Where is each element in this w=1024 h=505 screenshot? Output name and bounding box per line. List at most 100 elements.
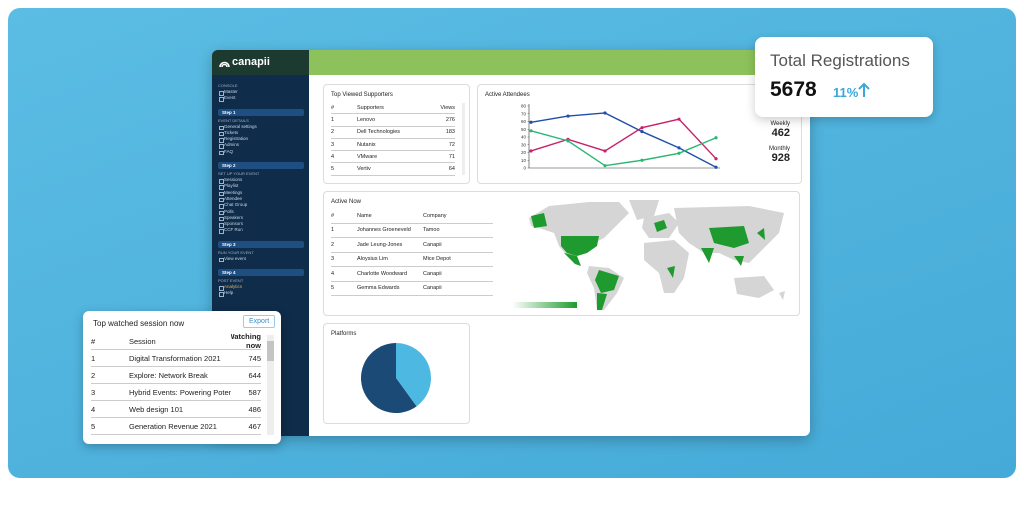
card-title: Active Attendees — [485, 92, 530, 98]
table-cell: 1 — [331, 114, 357, 127]
table-cell: 644 — [231, 367, 261, 384]
table-cell: 183 — [425, 127, 455, 139]
y-tick-label: 20 — [521, 150, 527, 155]
scrollbar — [267, 335, 274, 435]
table-cell: Generation Revenue 2021 — [129, 418, 231, 435]
logo: canapii — [212, 50, 309, 75]
menu-link[interactable]: Polls — [218, 209, 304, 216]
menu-link[interactable]: Help — [218, 290, 304, 298]
table-cell: 3 — [331, 253, 357, 267]
point — [640, 158, 644, 162]
point — [603, 111, 607, 115]
point — [640, 126, 644, 130]
table-cell: Dell Technologies — [357, 127, 425, 139]
point — [529, 120, 533, 124]
menu-link[interactable]: General settings — [218, 124, 304, 131]
export-button[interactable]: Export — [243, 315, 276, 328]
card-title: Top Viewed Supporters — [331, 92, 393, 98]
column-header: Name — [357, 209, 423, 224]
point — [566, 139, 570, 143]
menu-heading: CONSOLE — [218, 83, 238, 88]
map-legend — [512, 302, 577, 308]
menu-link[interactable]: Chat Group — [218, 202, 304, 210]
table-cell: 745 — [231, 350, 261, 367]
menu-heading: POST EVENT — [218, 278, 244, 284]
y-tick-label: 30 — [521, 142, 527, 147]
column-header: # — [331, 102, 357, 115]
step-label: Step 2 — [218, 162, 304, 170]
logo-icon — [219, 61, 230, 67]
column-header: Supporters — [357, 102, 425, 115]
point — [677, 146, 681, 150]
top-bar — [309, 50, 810, 75]
menu-link[interactable]: FAQ — [218, 149, 304, 156]
sessions-popup: Top watched session now Export #SessionW… — [83, 311, 281, 444]
menu-link[interactable]: Speakers — [218, 215, 304, 222]
y-tick-label: 80 — [521, 104, 527, 109]
menu-link[interactable]: Playlist — [218, 183, 304, 191]
card-title: Active Now — [331, 199, 362, 205]
kpi-change: 11% — [833, 85, 859, 100]
menu-link[interactable]: Admins — [218, 142, 304, 150]
menu-link[interactable]: Master — [218, 89, 304, 96]
column-header: Session — [129, 333, 231, 350]
y-tick-label: 0 — [523, 166, 526, 171]
table-cell: Canapii — [423, 267, 493, 282]
point — [640, 129, 644, 134]
table-cell: Vertiv — [357, 163, 425, 176]
menu-link[interactable]: Sessions — [218, 177, 304, 184]
menu-link[interactable]: Registration — [218, 136, 304, 144]
stat-value: 462 — [771, 127, 790, 139]
menu-link[interactable]: Tickets — [218, 130, 304, 137]
y-tick-label: 40 — [521, 135, 527, 140]
table-cell: 4 — [91, 401, 129, 418]
table-cell: VMware — [357, 151, 425, 164]
table-cell: Explore: Network Break — [129, 367, 231, 384]
step-label: Step 1 — [218, 108, 304, 116]
menu-link[interactable]: CCF Run — [218, 227, 304, 235]
table-cell: 486 — [231, 401, 261, 418]
menu-link[interactable]: Sponsors — [218, 221, 304, 228]
point — [603, 164, 607, 168]
table-cell: Mice Depot — [423, 253, 493, 267]
table-cell: Canapii — [423, 238, 493, 253]
table-cell: 72 — [425, 139, 455, 152]
point — [677, 151, 681, 155]
table-cell: 64 — [425, 163, 455, 176]
column-header: Watching now — [231, 333, 261, 350]
attendees-card: Active Attendees 0 10 20 30 40 50 60 70 80 Weekl… — [477, 84, 802, 184]
table-cell: Canapii — [423, 282, 493, 296]
table-cell: 71 — [425, 151, 455, 164]
menu-heading: SET UP YOUR EVENT — [218, 171, 260, 177]
menu-link[interactable]: Analytics — [218, 284, 304, 291]
menu-heading: EVENT DETAILS — [218, 117, 249, 123]
line — [530, 118, 717, 160]
kpi-title: Total Registrations — [770, 51, 910, 70]
pie-slice — [361, 343, 417, 413]
step-label: Step 3 — [218, 240, 304, 248]
y-tick-label: 70 — [521, 111, 527, 116]
active-now-card: Active Now — [323, 191, 800, 316]
menu-link[interactable]: Event — [218, 95, 304, 103]
table: # Name Company 1 Johannes Groeneveld Tamoo 2 Ja… — [331, 209, 493, 296]
up-arrow — [858, 82, 870, 97]
menu-link[interactable]: Meetings — [218, 190, 304, 197]
platforms-card: Platforms — [323, 323, 470, 424]
table-cell: Aloysius Lim — [357, 253, 423, 267]
menu-link[interactable]: Attendee — [218, 196, 304, 203]
menu-link[interactable]: View event — [218, 256, 304, 263]
supporters-card: Top Viewed Supporters # Supporters Views 1 L… — [323, 84, 470, 184]
point — [714, 165, 718, 169]
sidebar-menu: CONSOLE Master Event Step 1 EVENT DETAILS Gen… — [218, 81, 304, 298]
table-cell: 467 — [231, 418, 261, 435]
kpi-value: 5678 — [770, 78, 817, 101]
line-chart: 0 10 20 30 40 50 60 70 80 — [521, 104, 720, 171]
stat-label: Weekly — [770, 121, 790, 127]
table-cell: Johannes Groeneveld — [357, 224, 423, 238]
table-cell: Lenovo — [357, 114, 425, 127]
table-cell: 2 — [331, 127, 357, 139]
stat-value: 928 — [771, 152, 790, 164]
table-cell: Hybrid Events: Powering Potential — [129, 384, 231, 401]
step-label: Step 4 — [218, 269, 304, 277]
